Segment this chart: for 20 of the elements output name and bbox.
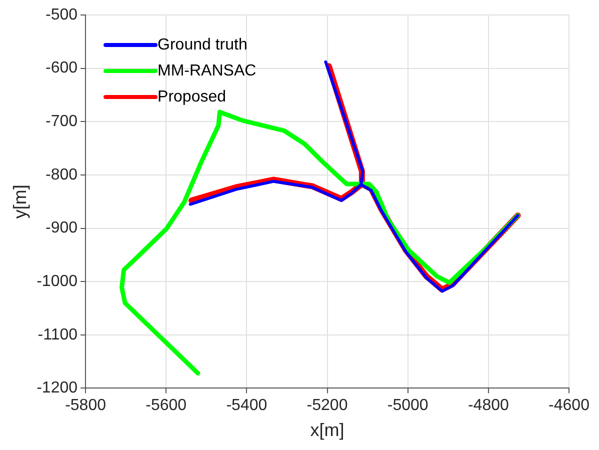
legend-label: MM-RANSAC (158, 62, 256, 80)
y-tick-label: -900 (45, 220, 78, 237)
x-tick-label: -5000 (387, 397, 428, 414)
x-tick-label: -5200 (306, 397, 348, 414)
x-axis-title: x[m] (310, 420, 344, 440)
x-tick-label: -5400 (226, 397, 268, 414)
y-tick-label: -1000 (36, 272, 78, 290)
y-tick-label: -700 (45, 113, 78, 130)
x-tick-label: -4600 (548, 397, 590, 414)
legend-label: Ground truth (158, 36, 248, 54)
x-tick-label: -5800 (65, 397, 106, 414)
y-tick-label: -600 (45, 60, 78, 77)
legend-label: Proposed (158, 88, 226, 106)
y-tick-label: -800 (45, 166, 78, 184)
y-tick-label: -1200 (36, 380, 78, 397)
y-tick-label: -500 (45, 6, 78, 24)
y-axis-title: y[m] (10, 184, 30, 219)
x-tick-label: -4800 (468, 397, 509, 414)
x-tick-label: -5600 (146, 397, 187, 414)
y-tick-label: -1100 (38, 326, 78, 344)
